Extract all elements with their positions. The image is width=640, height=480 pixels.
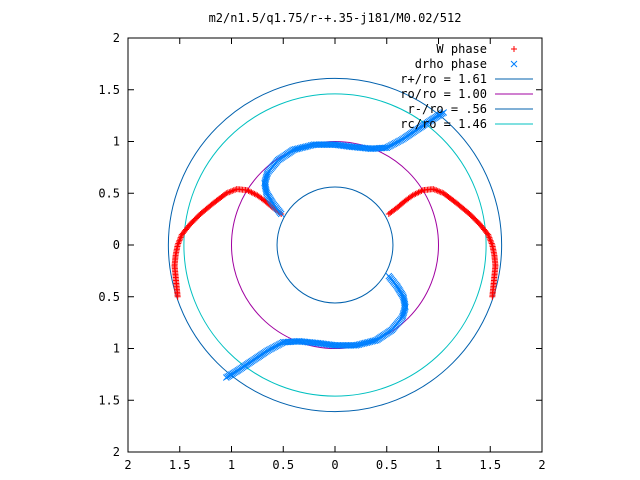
x-tick-label: 1 — [435, 458, 442, 472]
drho-phase-point — [323, 141, 331, 148]
x-tick-label: 1.5 — [169, 458, 191, 472]
y-tick-label: 1 — [113, 135, 120, 149]
w-phase-point — [488, 239, 495, 246]
w-phase-point — [251, 190, 258, 197]
drho-phase-point — [318, 141, 326, 148]
drho-phase-point — [314, 141, 321, 148]
w-phase-point — [488, 240, 495, 247]
y-tick-label: 0.5 — [98, 186, 120, 200]
w-phase-point — [440, 190, 447, 197]
w-phase-point — [415, 189, 422, 196]
legend-label: r+/ro = 1.61 — [400, 72, 487, 86]
w-phase-point — [486, 234, 493, 241]
x-tick-label: 1 — [228, 458, 235, 472]
circle-1.46 — [183, 93, 487, 397]
w-phase-point — [248, 189, 255, 196]
drho-phase-point — [349, 342, 356, 349]
drho-phase-point — [440, 109, 448, 116]
drho-phase-point — [342, 342, 350, 349]
y-tick-label: 2 — [113, 445, 120, 459]
circle-0.56 — [276, 186, 394, 304]
w-phase-point — [417, 188, 424, 195]
legend-label: W phase — [436, 42, 487, 56]
drho-phase-point — [317, 141, 325, 148]
w-phase-point — [223, 190, 230, 197]
drho-phase-point — [344, 342, 352, 349]
drho-phase-point — [338, 342, 345, 349]
x-tick-label: 0 — [331, 458, 338, 472]
w-phase-point — [175, 240, 182, 247]
chart-title: m2/n1.5/q1.75/r-+.35-j181/M0.02/512 — [209, 11, 462, 25]
drho-phase-point — [350, 342, 358, 349]
x-tick-label: 0.5 — [376, 458, 398, 472]
w-phase-point — [419, 187, 426, 194]
w-phase-point — [412, 190, 419, 197]
x-tick-label: 1.5 — [479, 458, 501, 472]
y-tick-label: 1.5 — [98, 393, 120, 407]
circle-1 — [231, 141, 439, 349]
w-phase-point — [439, 189, 446, 196]
w-phase-point — [244, 187, 251, 194]
w-phase-point — [229, 187, 236, 194]
legend-label: r-/ro = .56 — [408, 102, 487, 116]
drho-phase-point — [336, 342, 344, 349]
x-tick-label: 2 — [124, 458, 131, 472]
w-phase-point — [226, 189, 233, 196]
legend-label: ro/ro = 1.00 — [400, 87, 487, 101]
w-phase-point — [486, 236, 493, 243]
w-phase-point — [385, 210, 392, 217]
w-phase-point — [246, 188, 253, 195]
drho-phase-point — [341, 342, 348, 349]
w-phase-point — [436, 188, 443, 195]
w-phase-point — [433, 187, 440, 194]
w-phase-point — [224, 189, 231, 196]
w-phase-point — [487, 237, 494, 244]
w-phase-point — [489, 242, 496, 248]
w-phase-point — [511, 46, 517, 52]
drho-phase-point — [510, 60, 518, 68]
drho-phase-point — [312, 141, 320, 148]
y-tick-label: 2 — [113, 31, 120, 45]
reference-circles — [167, 77, 503, 413]
w-phase-point — [177, 236, 184, 243]
y-tick-label: 0.5 — [98, 290, 120, 304]
drho-phase-point — [222, 374, 230, 381]
y-tick-label: 0 — [113, 238, 120, 252]
drho-phase-point — [310, 141, 318, 148]
y-tick-label: 1 — [113, 342, 120, 356]
drho-phase-point — [326, 141, 334, 148]
drho-phase-point — [325, 141, 332, 148]
w-phase-point — [245, 187, 252, 194]
w-phase-point — [176, 237, 183, 244]
x-tick-label: 0.5 — [272, 458, 294, 472]
w-phase-point — [227, 188, 234, 195]
drho-phase-point — [339, 342, 347, 349]
w-phase-point — [437, 189, 444, 196]
y-tick-label: 1.5 — [98, 83, 120, 97]
w-phase-point — [230, 187, 237, 194]
circle-1.61 — [167, 77, 503, 413]
legend-label: rc/ro = 1.46 — [400, 117, 487, 131]
drho-phase-point — [322, 141, 329, 148]
axis-ticks: 2 1.5 1 0.5 0 0.5 1 1.5 221.510.500.511.52 — [98, 31, 545, 472]
drho-phase-point — [345, 342, 353, 349]
drho-phase-point — [347, 342, 355, 349]
w-phase-point — [414, 190, 421, 197]
w-phase-point — [177, 234, 184, 241]
w-phase-point — [175, 239, 182, 246]
w-phase-point — [174, 242, 181, 248]
legend-label: drho phase — [415, 57, 487, 71]
w-phase-point — [249, 190, 256, 197]
w-phase-point — [434, 187, 441, 194]
w-phase-point — [387, 209, 394, 216]
drho-phase-point — [320, 141, 328, 148]
phase-markers — [171, 46, 518, 381]
w-phase-point — [418, 187, 425, 194]
drho-phase-point — [352, 342, 360, 349]
x-tick-label: 2 — [538, 458, 545, 472]
drho-phase-point — [315, 141, 323, 148]
